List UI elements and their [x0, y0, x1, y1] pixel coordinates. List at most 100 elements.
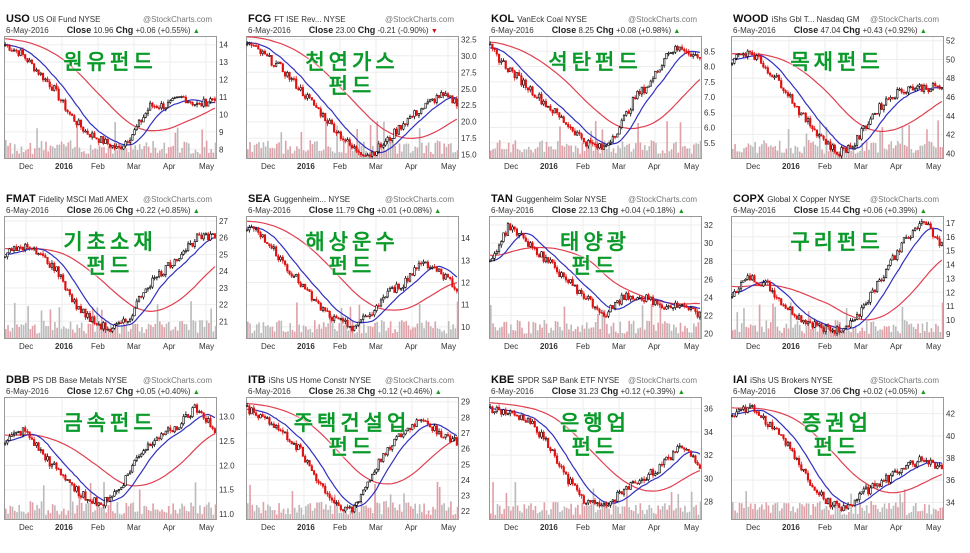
chart-panel-uso[interactable]: USO US Oil Fund NYSE @StockCharts.com 6-M…	[0, 12, 242, 192]
fund-name: Fidelity MSCI Matl	[38, 195, 104, 204]
volume-bar	[885, 508, 888, 519]
candlestick	[379, 458, 383, 463]
chart-panel-sea[interactable]: SEA Guggenheim... NYSE @StockCharts.com 6…	[242, 192, 484, 372]
volume-bar	[127, 331, 130, 338]
watermark: @StockCharts.com	[869, 195, 939, 204]
candlestick	[520, 230, 523, 235]
chart-panel-dbb[interactable]: DBB PS DB Base Metals NYSE @StockCharts.c…	[0, 373, 242, 553]
candlestick	[388, 445, 392, 452]
candlestick	[591, 139, 594, 147]
candlestick	[524, 235, 527, 242]
korean-fund-label: 은행업 펀드	[560, 411, 630, 459]
x-tick-label: Mar	[369, 523, 383, 532]
volume-bar	[608, 333, 610, 338]
candlestick	[605, 144, 608, 148]
candlestick	[301, 283, 304, 288]
volume-bar	[329, 313, 332, 338]
candlestick	[442, 92, 445, 99]
volume-bar	[796, 147, 799, 158]
chart-panel-iai[interactable]: IAI iShs US Brokers NYSE @StockCharts.com…	[727, 373, 969, 553]
volume-bar	[585, 322, 588, 338]
candlestick	[30, 247, 33, 251]
volume-bar	[416, 323, 419, 338]
candlestick	[936, 234, 939, 241]
volume-bar	[879, 131, 881, 158]
candlestick	[198, 101, 201, 105]
volume-bar	[400, 511, 403, 519]
candlestick	[649, 79, 652, 87]
candlestick	[856, 311, 859, 321]
volume-bar	[190, 153, 192, 158]
volume-bar	[652, 324, 655, 338]
close-label: Close	[308, 205, 334, 215]
chart-panel-wood[interactable]: WOOD iShs Gbl T... Nasdaq GM @StockCharts…	[727, 12, 969, 192]
volume-bar	[405, 320, 408, 338]
ma-long-line	[732, 259, 943, 321]
candlestick	[925, 83, 928, 91]
volume-bar	[677, 494, 680, 519]
volume-bar	[360, 333, 363, 338]
volume-bar	[376, 121, 379, 158]
volume-bar	[78, 327, 81, 338]
candlestick	[909, 460, 912, 465]
candlestick	[793, 313, 796, 318]
candlestick	[493, 411, 496, 415]
chart-panel-kol[interactable]: KOL VanEck Coal NYSE @StockCharts.com 6-M…	[485, 12, 727, 192]
volume-bar	[740, 152, 743, 158]
volume-bar	[264, 510, 267, 519]
candlestick	[21, 427, 25, 438]
volume-bar	[498, 140, 501, 158]
y-tick-label: 26	[219, 234, 228, 243]
chart-panel-fcg[interactable]: FCG FT ISE Rev... NYSE @StockCharts.com 6…	[242, 12, 484, 192]
volume-bar	[276, 143, 278, 158]
volume-bar	[447, 144, 450, 158]
volume-bar	[83, 331, 85, 338]
candlestick	[773, 74, 776, 80]
x-tick-label: 2016	[55, 162, 73, 171]
x-tick-label: Feb	[91, 162, 105, 171]
candlestick	[211, 425, 214, 431]
chart-panel-itb[interactable]: ITB iShs US Home Constr NYSE @StockCharts…	[242, 373, 484, 553]
chart-panel-fmat[interactable]: FMAT Fidelity MSCI Matl AMEX @StockCharts…	[0, 192, 242, 372]
volume-bar	[821, 509, 823, 519]
volume-bar	[532, 152, 535, 158]
candlestick	[607, 309, 610, 319]
x-tick-label: Apr	[890, 342, 903, 351]
volume-bar	[194, 149, 197, 158]
candlestick	[268, 52, 271, 57]
volume-bar	[675, 327, 677, 338]
y-tick-label: 40	[946, 432, 955, 441]
volume-bar	[754, 325, 756, 338]
candlestick	[213, 426, 216, 435]
volume-bar	[937, 120, 939, 158]
candlestick	[140, 295, 143, 299]
candlestick	[50, 463, 54, 469]
volume-bar	[210, 507, 212, 519]
candlestick	[248, 224, 251, 233]
triangle-up-icon: ▲	[192, 208, 200, 215]
candlestick	[4, 442, 7, 446]
volume-bar	[273, 148, 276, 158]
volume-bar	[380, 149, 383, 158]
candlestick	[582, 493, 585, 505]
volume-bar	[639, 142, 642, 158]
candlestick	[99, 502, 103, 505]
candlestick	[411, 273, 414, 276]
volume-bar	[794, 145, 797, 158]
candlestick	[312, 469, 316, 476]
volume-bar	[158, 511, 161, 519]
candlestick	[584, 141, 588, 148]
volume-bar	[42, 320, 45, 338]
candlestick	[689, 450, 693, 457]
chart-panel-copx[interactable]: COPX Global X Copper NYSE @StockCharts.co…	[727, 192, 969, 372]
volume-bar	[550, 509, 552, 519]
candlestick	[789, 305, 792, 311]
candlestick	[290, 271, 293, 278]
korean-fund-label: 목재펀드	[790, 50, 884, 74]
volume-bar	[412, 150, 414, 158]
volume-bar	[71, 329, 74, 338]
y-tick-label: 23	[461, 492, 470, 501]
candlestick	[446, 92, 450, 98]
chart-panel-tan[interactable]: TAN Guggenheim Solar NYSE @StockCharts.co…	[485, 192, 727, 372]
chart-panel-kbe[interactable]: KBE SPDR S&P Bank ETF NYSE @StockCharts.c…	[485, 373, 727, 553]
